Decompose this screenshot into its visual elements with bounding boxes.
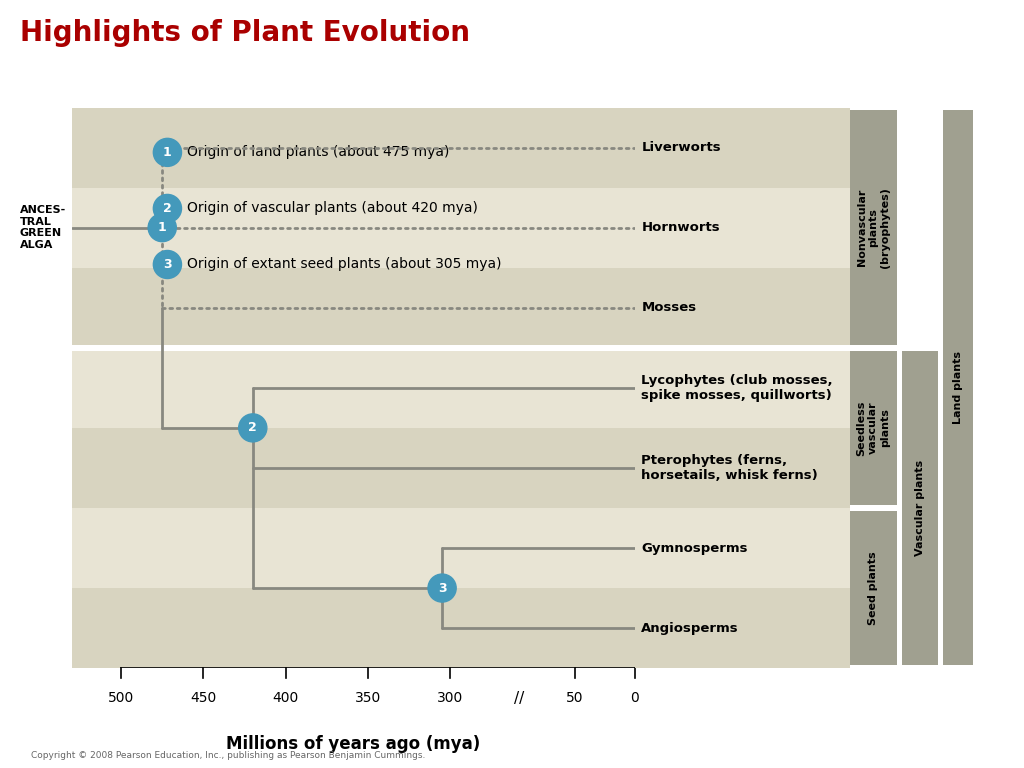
Bar: [72, 508, 635, 588]
Text: Nonvascular
plants
(bryophytes): Nonvascular plants (bryophytes): [857, 187, 890, 268]
Text: Angiosperms: Angiosperms: [641, 621, 739, 634]
Text: 1: 1: [158, 221, 167, 234]
Text: 300: 300: [437, 690, 464, 704]
Bar: [635, 348, 850, 428]
Text: //: //: [514, 690, 524, 706]
Text: Origin of vascular plants (about 420 mya): Origin of vascular plants (about 420 mya…: [187, 201, 478, 216]
Text: Origin of land plants (about 475 mya): Origin of land plants (about 475 mya): [187, 145, 450, 160]
Circle shape: [154, 194, 181, 223]
Text: 400: 400: [272, 690, 299, 704]
Text: 2: 2: [249, 422, 257, 435]
Bar: [635, 428, 850, 508]
Bar: [635, 588, 850, 668]
Bar: [72, 588, 635, 668]
Text: 3: 3: [163, 258, 172, 271]
Bar: [635, 268, 850, 348]
Bar: [635, 345, 850, 351]
Text: 450: 450: [190, 690, 216, 704]
Bar: [72, 428, 635, 508]
Bar: [850, 111, 897, 345]
Bar: [635, 508, 850, 588]
Text: Lycophytes (club mosses,
spike mosses, quillworts): Lycophytes (club mosses, spike mosses, q…: [641, 374, 833, 402]
Text: 50: 50: [566, 690, 584, 704]
Text: Vascular plants: Vascular plants: [915, 460, 925, 556]
Bar: [72, 345, 635, 351]
Bar: [635, 187, 850, 268]
Bar: [72, 268, 635, 348]
Text: Pterophytes (ferns,
horsetails, whisk ferns): Pterophytes (ferns, horsetails, whisk fe…: [641, 454, 818, 482]
Text: 0: 0: [631, 690, 639, 704]
Text: Gymnosperms: Gymnosperms: [641, 541, 748, 554]
Text: Hornworts: Hornworts: [641, 221, 720, 234]
Text: Land plants: Land plants: [953, 351, 963, 425]
Bar: [72, 348, 635, 428]
Text: ANCES-
TRAL
GREEN
ALGA: ANCES- TRAL GREEN ALGA: [19, 205, 66, 250]
Text: 500: 500: [108, 690, 134, 704]
Bar: [943, 111, 973, 665]
Text: Seedless
vascular
plants: Seedless vascular plants: [857, 400, 890, 455]
Bar: [635, 108, 850, 187]
Text: Highlights of Plant Evolution: Highlights of Plant Evolution: [20, 19, 470, 47]
Text: Liverworts: Liverworts: [641, 141, 721, 154]
Circle shape: [154, 250, 181, 279]
Circle shape: [148, 214, 176, 242]
Bar: [901, 351, 938, 665]
Text: 3: 3: [438, 581, 446, 594]
Bar: [72, 108, 635, 187]
Text: Millions of years ago (mya): Millions of years ago (mya): [226, 736, 480, 753]
Text: Mosses: Mosses: [641, 301, 696, 314]
Circle shape: [428, 574, 456, 602]
Circle shape: [239, 414, 267, 442]
Text: Seed plants: Seed plants: [868, 551, 879, 625]
Text: Origin of extant seed plants (about 305 mya): Origin of extant seed plants (about 305 …: [187, 257, 502, 272]
Bar: [850, 511, 897, 665]
Bar: [850, 351, 897, 505]
Text: 350: 350: [355, 690, 381, 704]
Text: 1: 1: [163, 146, 172, 159]
Text: Copyright © 2008 Pearson Education, Inc., publishing as Pearson Benjamin Cumming: Copyright © 2008 Pearson Education, Inc.…: [31, 751, 425, 760]
Circle shape: [154, 138, 181, 167]
Text: 2: 2: [163, 202, 172, 215]
Bar: [72, 187, 635, 268]
